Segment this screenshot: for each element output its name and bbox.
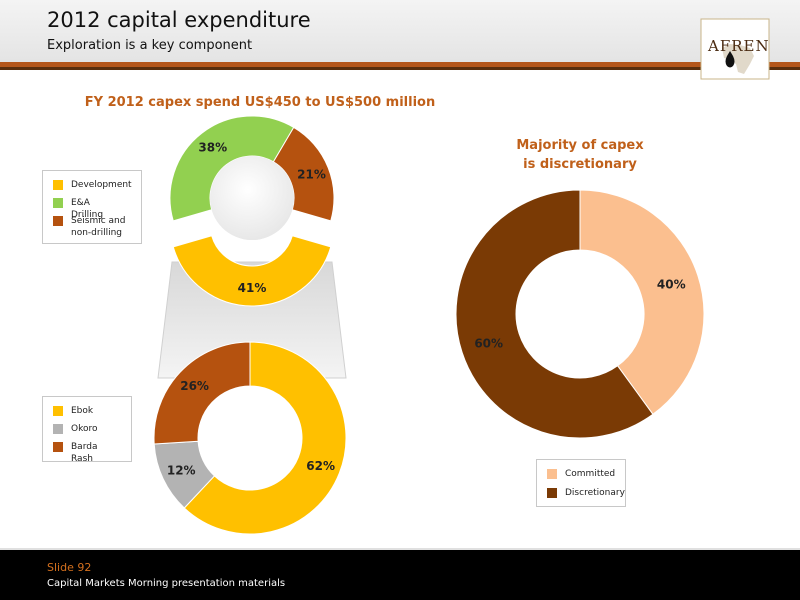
- chart1-hole-top: [210, 156, 294, 240]
- header-rule-brown: [0, 67, 800, 70]
- legend-label: Okoro: [71, 424, 98, 434]
- chart3-title-line2: is discretionary: [523, 157, 637, 172]
- header-rule-orange: [0, 62, 800, 67]
- legend-swatch: [547, 488, 557, 498]
- legend-label: Barda Rash: [71, 442, 98, 464]
- chart3-data-label-0: 40%: [657, 277, 686, 291]
- page-subtitle: Exploration is a key component: [47, 38, 253, 53]
- slide-footer: [0, 548, 800, 600]
- chart2-data-label-2: 26%: [180, 379, 209, 393]
- chart3-title-line1: Majority of capex: [516, 138, 644, 153]
- legend-swatch: [53, 198, 63, 208]
- legend-label: Development: [71, 180, 132, 190]
- legend-label: Ebok: [71, 406, 94, 416]
- chart2-legend: Ebok Okoro Barda Rash: [42, 396, 132, 464]
- chart3-hole-top: [516, 250, 644, 378]
- slide-header: [0, 0, 800, 62]
- chart3-title: Majority of capex is discretionary: [480, 136, 680, 174]
- afren-logo: [700, 18, 770, 80]
- chart1-data-label-1: 38%: [198, 140, 227, 154]
- chart1-donut: 41% 38% 21%: [169, 115, 335, 307]
- page-title: 2012 capital expenditure: [47, 8, 311, 32]
- legend-swatch: [53, 406, 63, 416]
- chart1-legend: Development E&A Drilling Seismic and non…: [42, 170, 142, 244]
- chart1-title: FY 2012 capex spend US$450 to US$500 mil…: [84, 95, 436, 110]
- slide-number: Slide 92: [47, 561, 92, 574]
- legend-swatch: [53, 216, 63, 226]
- chart3-donut: 40% 60%: [455, 189, 705, 439]
- legend-swatch: [547, 469, 557, 479]
- chart3-data-label-1: 60%: [474, 337, 503, 351]
- legend-label: Seismic and non-drilling: [71, 216, 126, 238]
- chart2-donut: 62% 12% 26%: [153, 341, 347, 535]
- logo-text: AFREN: [708, 37, 770, 55]
- chart1-data-label-0: 41%: [238, 281, 267, 295]
- legend-label: Discretionary: [565, 488, 625, 498]
- chart2-hole-top: [198, 386, 302, 490]
- chart3-legend: Committed Discretionary: [536, 459, 626, 507]
- legend-swatch: [53, 424, 63, 434]
- oil-drop-icon: [725, 51, 735, 68]
- footer-text: Capital Markets Morning presentation mat…: [47, 578, 286, 589]
- footer-rule: [0, 548, 800, 550]
- legend-label: E&A Drilling: [71, 198, 104, 220]
- legend-label: Committed: [565, 469, 616, 479]
- legend-swatch: [53, 442, 63, 452]
- chart1-slice-0: [172, 235, 332, 307]
- chart2-data-label-1: 12%: [167, 463, 196, 477]
- chart1-data-label-2: 21%: [297, 167, 326, 181]
- legend-swatch: [53, 180, 63, 190]
- chart2-data-label-0: 62%: [306, 459, 335, 473]
